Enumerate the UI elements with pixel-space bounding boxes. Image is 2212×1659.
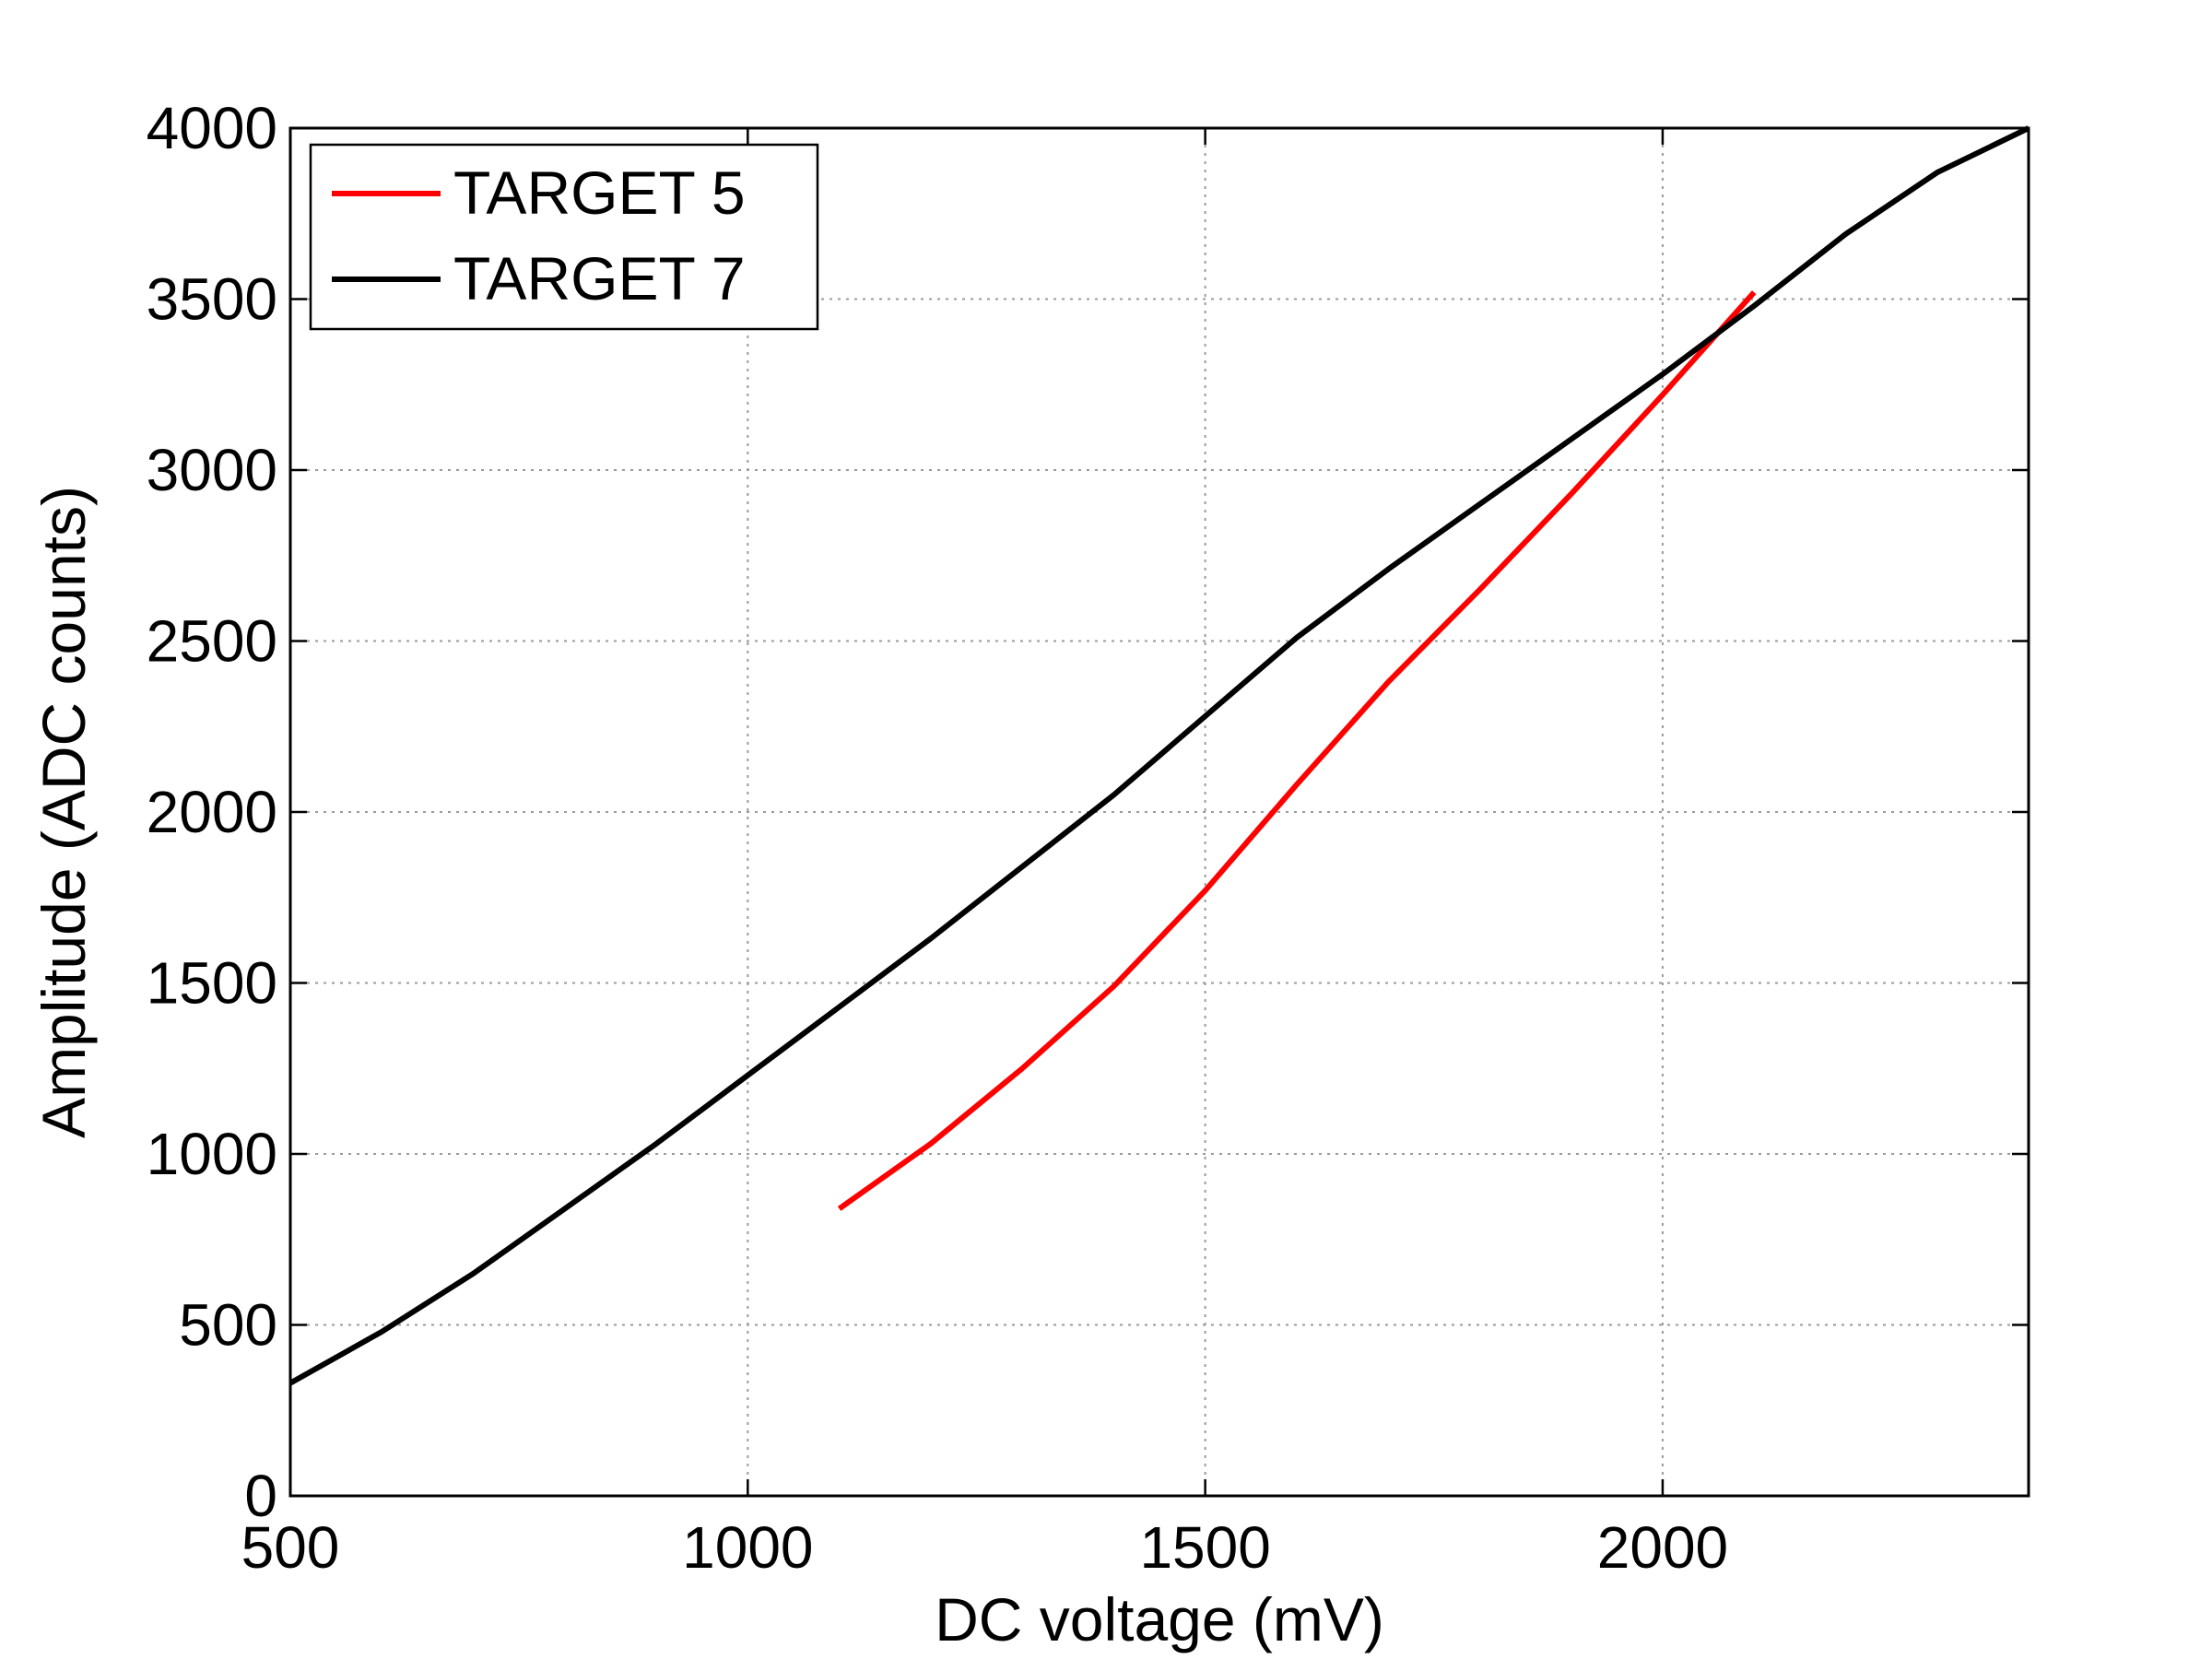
y-tick-label: 1000: [147, 1121, 277, 1187]
y-tick-label: 1500: [147, 950, 277, 1017]
series-lines: [288, 125, 2030, 1386]
legend-label-target-7: TARGET 7: [453, 244, 746, 312]
legend: TARGET 5 TARGET 7: [309, 143, 819, 331]
x-tick-label: 1500: [1139, 1514, 1270, 1581]
y-tick-label: 4000: [147, 95, 277, 161]
x-tick-label: 1000: [682, 1514, 813, 1581]
y-tick-label: 2000: [147, 779, 277, 845]
ticks: 500 1000 1500 20000500100015002000250030003…: [147, 95, 2029, 1581]
y-tick-label: 3500: [147, 266, 277, 333]
x-axis-label: DC voltage (mV): [935, 1585, 1384, 1653]
y-axis-label: Amplitude (ADC counts): [29, 486, 98, 1138]
x-tick-label: 500: [241, 1514, 340, 1581]
legend-box: [309, 143, 819, 331]
y-tick-label: 0: [244, 1463, 277, 1529]
y-tick-label: 3000: [147, 437, 277, 503]
x-tick-label: 2000: [1597, 1514, 1728, 1581]
y-tick-label: 500: [179, 1292, 277, 1359]
series-line-target-7: [288, 125, 2030, 1386]
series-line-target-5: [837, 290, 1757, 1211]
legend-label-target-5: TARGET 5: [453, 159, 746, 227]
y-tick-label: 2500: [147, 608, 277, 675]
